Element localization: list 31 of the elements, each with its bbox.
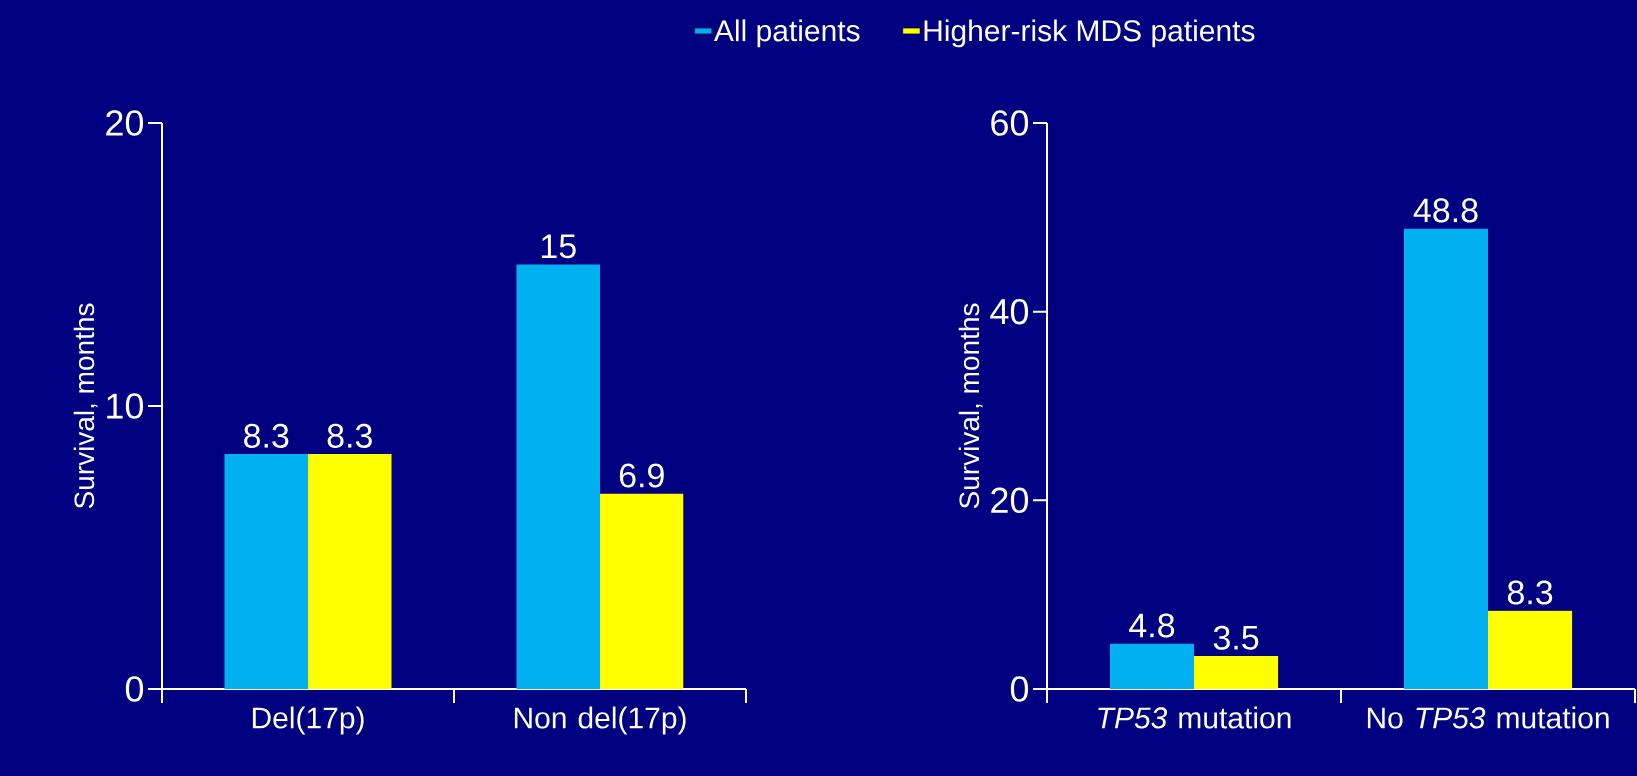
x-tick-label: Del(17p) bbox=[252, 706, 364, 735]
data-label: 48.8 bbox=[1413, 198, 1478, 223]
x-tick-label: TP53 mutation bbox=[1098, 706, 1291, 729]
legend-label: All patients bbox=[713, 19, 860, 48]
y-tick-label: 0 bbox=[125, 676, 144, 702]
bar bbox=[600, 493, 684, 689]
data-label: 15 bbox=[541, 234, 576, 259]
bar bbox=[1109, 643, 1195, 689]
data-label: 3.5 bbox=[1213, 625, 1259, 650]
y-tick-label: 10 bbox=[107, 393, 144, 419]
y-tick-label: 40 bbox=[990, 298, 1029, 325]
bar bbox=[224, 454, 308, 689]
data-label: 8.3 bbox=[1507, 580, 1553, 605]
y-tick-label: 20 bbox=[106, 110, 144, 136]
data-label: 8.3 bbox=[327, 423, 372, 448]
y-axis-title: Survival, months bbox=[73, 303, 98, 509]
y-tick-label: 60 bbox=[991, 110, 1029, 136]
x-tick-label: No TP53 mutation bbox=[1367, 706, 1609, 729]
data-label: 8.3 bbox=[244, 423, 289, 448]
data-label: 4.8 bbox=[1129, 613, 1175, 638]
bar bbox=[516, 264, 601, 689]
bar bbox=[308, 454, 392, 689]
y-tick-label: 20 bbox=[991, 487, 1029, 514]
y-tick-label: 0 bbox=[1010, 676, 1029, 702]
legend-label: Higher-risk MDS patients bbox=[924, 19, 1255, 48]
bar bbox=[1403, 228, 1489, 689]
y-axis-title: Survival, months bbox=[958, 303, 983, 509]
bar bbox=[1488, 610, 1573, 689]
bar bbox=[1194, 655, 1279, 689]
data-label: 6.9 bbox=[619, 463, 664, 488]
x-tick-label: Non del(17p) bbox=[514, 706, 686, 735]
